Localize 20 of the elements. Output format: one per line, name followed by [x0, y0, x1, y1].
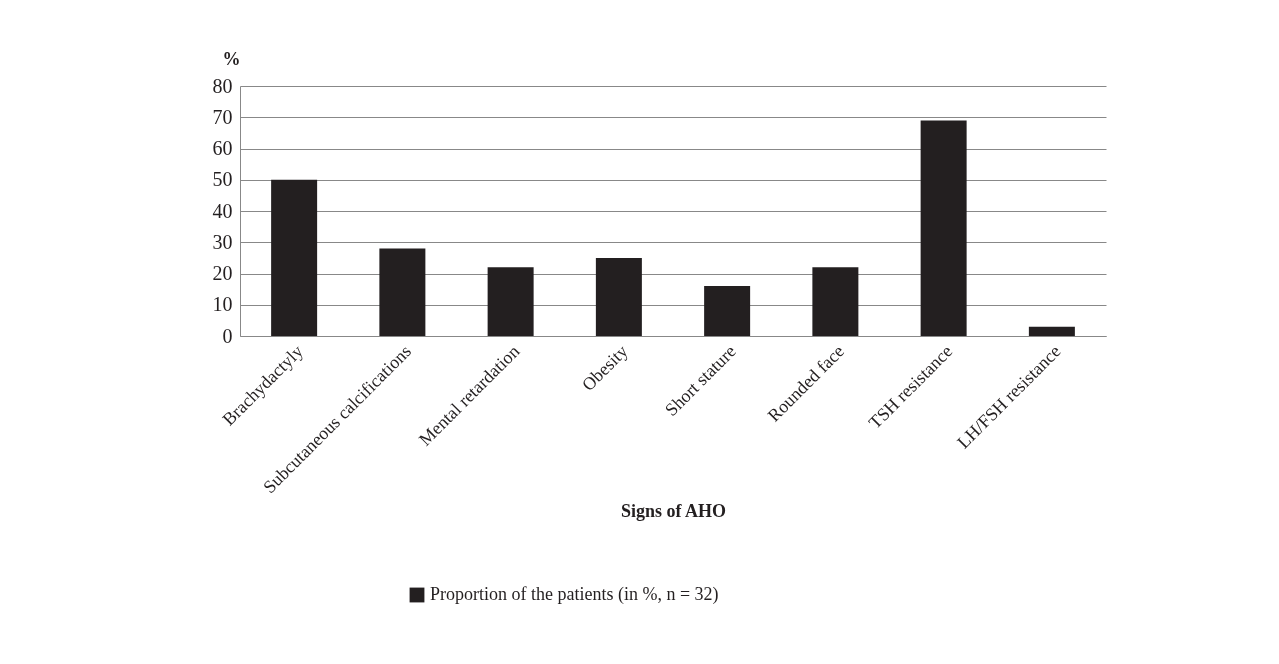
y-axis-title: %: [222, 48, 241, 69]
y-tick-label: 10: [212, 293, 233, 316]
y-tick-label: 70: [212, 105, 233, 128]
y-tick-label: 80: [212, 74, 233, 97]
legend-label: Proportion of the patients (in %, n = 32): [430, 584, 719, 605]
bar: [920, 120, 967, 336]
bar: [271, 179, 318, 336]
y-tick-label: 40: [212, 199, 233, 222]
y-tick-label: 30: [212, 230, 233, 253]
bar: [595, 257, 642, 336]
y-tick-label: 60: [212, 137, 233, 159]
y-tick-label: 0: [222, 324, 233, 347]
bar: [1028, 326, 1075, 336]
y-tick-label: 50: [212, 168, 233, 191]
y-tick-label: 20: [212, 262, 233, 284]
bar: [812, 267, 859, 336]
bar: [379, 248, 426, 336]
bar: [487, 267, 534, 336]
bar: [704, 286, 751, 336]
x-axis-title: Signs of AHO: [620, 500, 727, 521]
